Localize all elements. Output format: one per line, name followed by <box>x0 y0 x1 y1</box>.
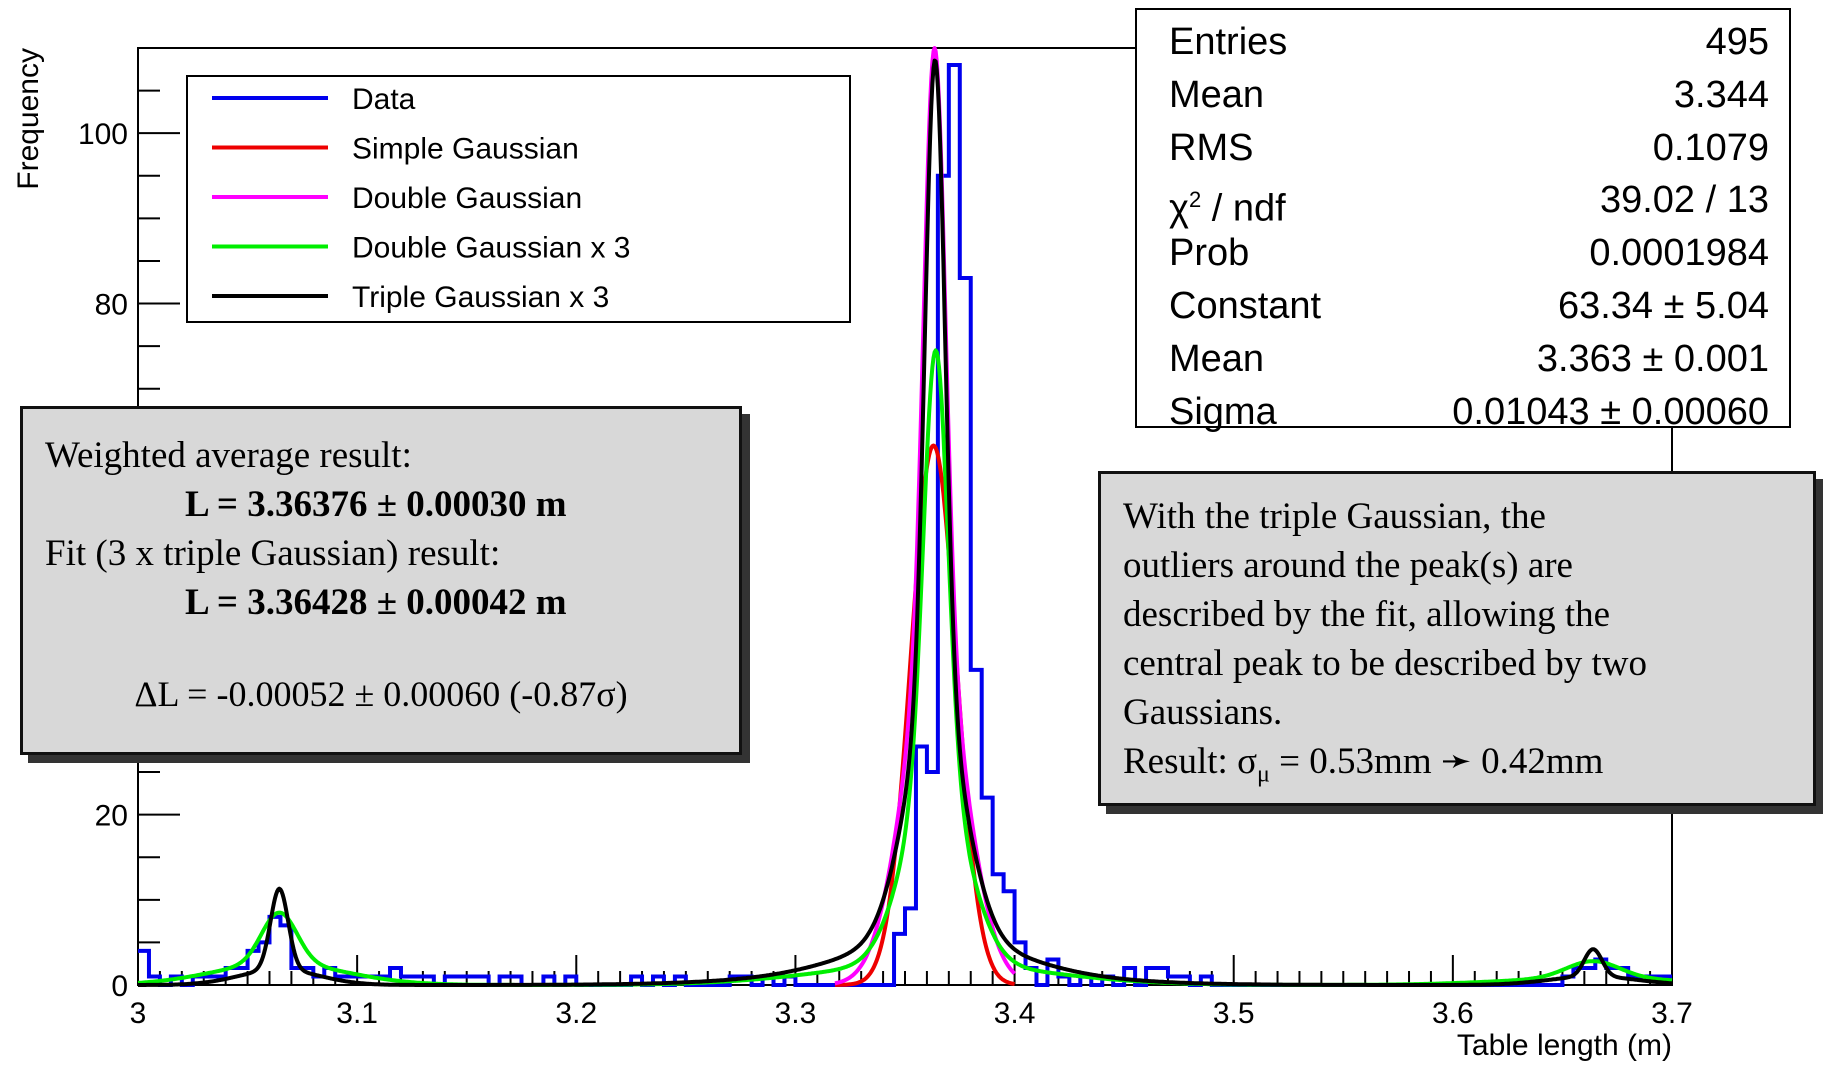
legend: Data Simple Gaussian Double Gaussian Double… <box>186 75 851 323</box>
stats-label: Mean <box>1169 337 1265 380</box>
stats-row: Mean 3.363 ± 0.001 <box>1169 333 1769 386</box>
y-axis-label: Frequency <box>12 48 45 190</box>
legend-label: Data <box>352 83 416 116</box>
stats-label: RMS <box>1169 126 1254 169</box>
weighted-average-annotation: Weighted average result: L = 3.36376 ± 0… <box>20 406 742 755</box>
legend-label: Double Gaussian x 3 <box>352 232 631 265</box>
stats-value: 39.02 / 13 <box>1599 179 1769 222</box>
annotation-line: Fit (3 x triple Gaussian) result: <box>45 533 501 574</box>
stats-row: Entries 495 <box>1169 16 1769 69</box>
x-axis-label: Table length (m) <box>1457 1029 1672 1062</box>
stats-label: Entries <box>1169 21 1288 63</box>
stats-value: 3.344 <box>1673 73 1769 116</box>
legend-label: Triple Gaussian x 3 <box>352 281 609 314</box>
annotation-line: central peak to be described by two <box>1123 643 1647 684</box>
x-tick-label: 3.5 <box>1213 997 1255 1030</box>
plot-area <box>137 46 1673 987</box>
stats-row: Prob 0.0001984 <box>1169 227 1769 280</box>
y-tick-label: 0 <box>111 970 128 1003</box>
x-tick-label: 3.1 <box>336 997 378 1030</box>
annotation-line: outliers around the peak(s) are <box>1123 545 1573 586</box>
annotation-result: Result: σμ = 0.53mm ➛ 0.42mm <box>1123 741 1604 788</box>
annotation-line: Weighted average result: <box>45 435 412 476</box>
stats-value: 3.363 ± 0.001 <box>1536 337 1769 380</box>
stats-row: RMS 0.1079 <box>1169 122 1769 175</box>
y-tick-label: 20 <box>95 800 128 833</box>
stats-label: Mean <box>1169 73 1265 116</box>
triple-gaussian-annotation: With the triple Gaussian, the outliers a… <box>1098 471 1816 806</box>
stats-label-chi2: χ2 / ndf <box>1169 187 1286 231</box>
x-tick-label: 3.3 <box>775 997 817 1030</box>
x-tick-label: 3.4 <box>994 997 1036 1030</box>
annotation-line: Gaussians. <box>1123 692 1283 733</box>
legend-label: Simple Gaussian <box>352 133 579 166</box>
stats-label: Constant <box>1169 284 1322 327</box>
stats-label: Sigma <box>1169 390 1277 433</box>
stats-value: 0.0001984 <box>1589 232 1769 275</box>
legend-label: Double Gaussian <box>352 182 582 215</box>
stats-row: Sigma 0.01043 ± 0.00060 <box>1169 386 1769 439</box>
y-tick-label: 100 <box>78 118 128 151</box>
annotation-line: With the triple Gaussian, the <box>1123 496 1546 537</box>
x-tick-label: 3 <box>130 997 147 1030</box>
x-axis: 3 3.1 3.2 3.3 3.4 3.5 3.6 3.7 <box>130 955 1693 1030</box>
stats-label: Prob <box>1169 232 1250 275</box>
annotation-result: L = 3.36376 ± 0.00030 m <box>185 484 567 525</box>
delta-line: ΔL = -0.00052 ± 0.00060 (-0.87σ) <box>134 674 628 714</box>
x-tick-label: 3.2 <box>555 997 597 1030</box>
stats-value: 495 <box>1705 21 1769 63</box>
x-tick-label: 3.7 <box>1651 997 1693 1030</box>
stats-row: Constant 63.34 ± 5.04 <box>1169 280 1769 333</box>
triple-gaussian-x3-curve <box>137 58 1673 987</box>
stats-value: 0.1079 <box>1652 126 1769 169</box>
x-tick-label: 3.6 <box>1432 997 1474 1030</box>
stats-value: 0.01043 ± 0.00060 <box>1452 390 1769 433</box>
stats-value: 63.34 ± 5.04 <box>1557 284 1769 327</box>
stats-row: Mean 3.344 <box>1169 69 1769 122</box>
annotation-result: L = 3.36428 ± 0.00042 m <box>185 582 567 623</box>
stats-row: χ2 / ndf 39.02 / 13 <box>1169 174 1769 231</box>
annotation-line: described by the fit, allowing the <box>1123 594 1611 635</box>
stats-box: Entries 495 Mean 3.344 RMS 0.1079 χ2 / ndf 3… <box>1135 8 1791 433</box>
y-tick-label: 80 <box>95 289 128 322</box>
